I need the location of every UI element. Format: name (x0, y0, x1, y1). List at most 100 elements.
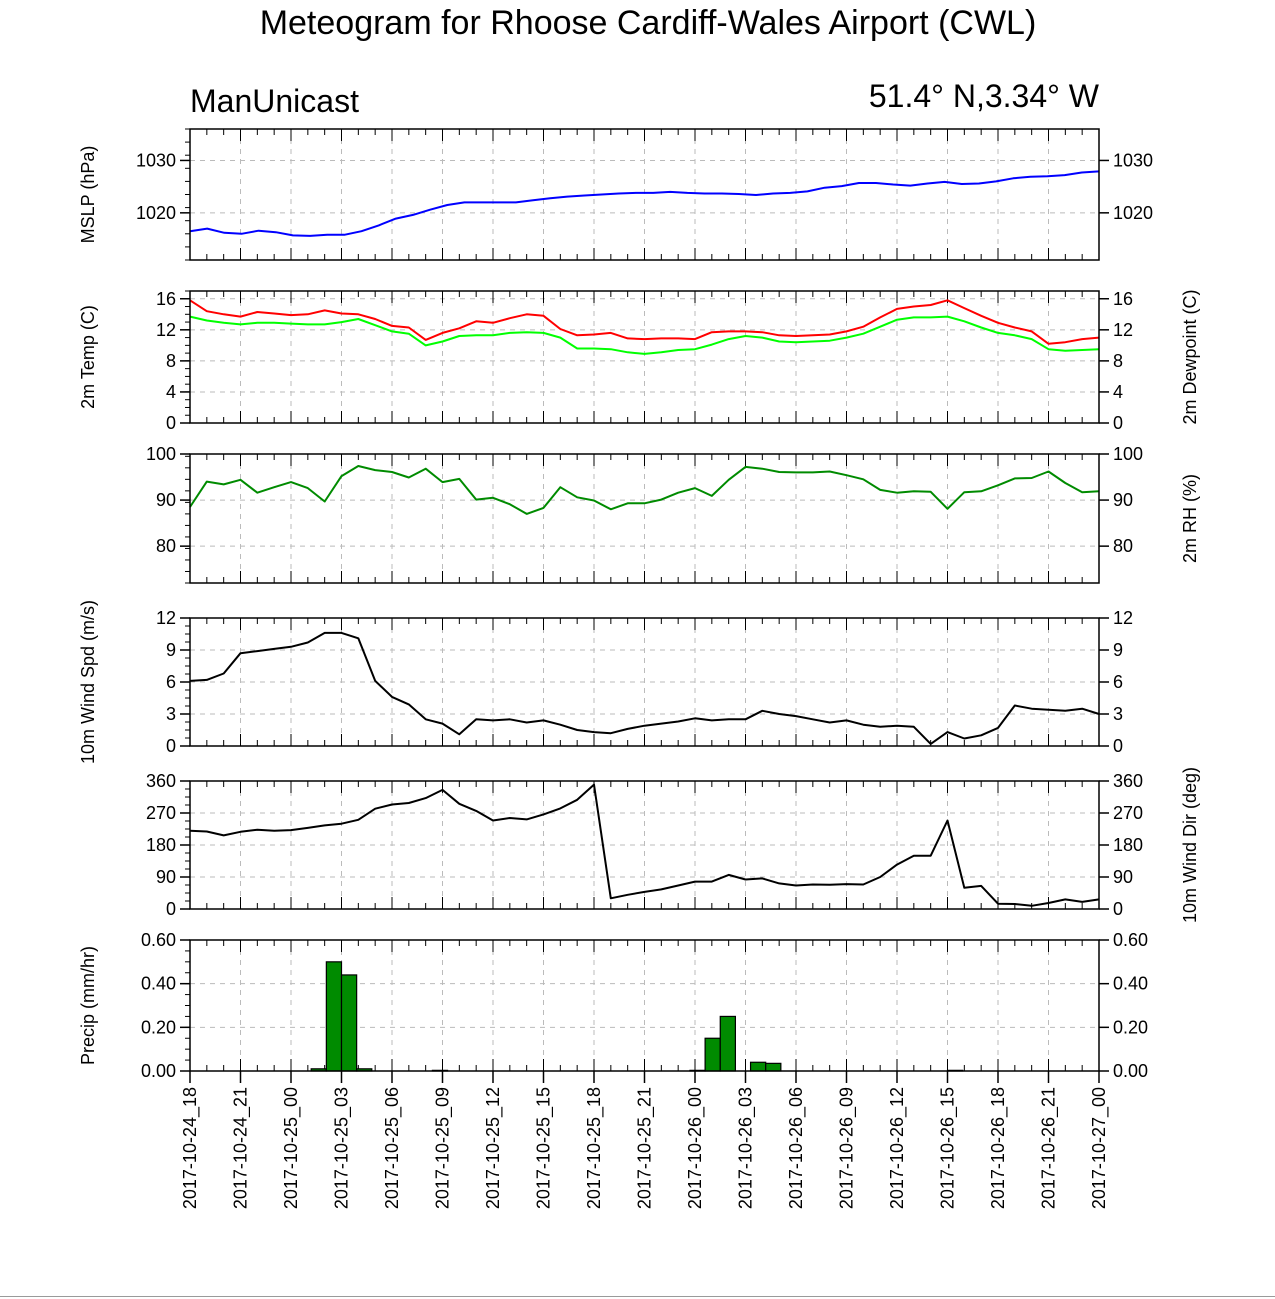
panel-frame (189, 780, 1100, 910)
panel-2: 0 0 4 4 8 8 12 12 16 16 2m Temp (C) 2m Dewpoint (C) (78, 289, 1200, 433)
precip-bar (340, 974, 358, 1072)
panel-frame (189, 617, 1100, 747)
y-tick-label-right: 180 (1113, 835, 1143, 855)
series-line-1 (189, 783, 1100, 907)
y-tick-label-left: 3 (166, 704, 176, 724)
bottom-rule (0, 1296, 1275, 1297)
y-tick-label-left: 8 (166, 351, 176, 371)
x-tick-label: 2017-10-25_00 (281, 1087, 302, 1209)
y-tick-label-left: 1030 (136, 150, 176, 170)
y-tick-label-left: 0.60 (141, 930, 176, 950)
precip-bar (719, 1015, 736, 1072)
y-tick-label-right: 8 (1113, 351, 1123, 371)
y-tick-label-right: 12 (1113, 320, 1133, 340)
x-tick-label: 2017-10-25_03 (332, 1087, 353, 1209)
y-tick-label-left: 80 (156, 536, 176, 556)
y-tick-label-right: 0 (1113, 413, 1123, 433)
y-axis-label-left: 2m Temp (C) (78, 305, 98, 409)
y-tick-label-left: 4 (166, 382, 176, 402)
panel-6: 0.00 0.00 0.20 0.20 0.40 0.40 0.60 0.60 Precip (… (78, 930, 1148, 1081)
y-tick-label-left: 12 (156, 320, 176, 340)
y-tick-label-right: 6 (1113, 672, 1123, 692)
y-tick-label-right: 1030 (1113, 150, 1153, 170)
y-tick-label-left: 100 (146, 444, 176, 464)
precip-bar (749, 1061, 767, 1072)
y-tick-label-right: 0.20 (1113, 1017, 1148, 1037)
y-tick-label-left: 0.00 (141, 1061, 176, 1081)
y-tick-label-left: 0 (166, 899, 176, 919)
series-line-1 (189, 465, 1100, 515)
x-tick-label: 2017-10-26_09 (837, 1087, 858, 1209)
location-label: 51.4° N,3.34° W (869, 78, 1100, 114)
series-line-2 (189, 315, 1100, 355)
y-tick-label-right: 90 (1113, 490, 1133, 510)
y-tick-label-left: 9 (166, 640, 176, 660)
y-axis-label-left: MSLP (hPa) (78, 146, 98, 244)
time-axis: 2017-10-24_18 2017-10-24_21 2017-10-25_00 2… (180, 1071, 1110, 1209)
x-tick-label: 2017-10-26_00 (685, 1087, 706, 1209)
x-tick-label: 2017-10-26_18 (988, 1087, 1009, 1209)
y-axis-label-right: 2m RH (%) (1180, 474, 1200, 563)
panel-3: 80 80 90 90 100 100 2m RH (%) (146, 444, 1200, 584)
panel-1: 1020 1020 1030 1030 MSLP (hPa) (78, 128, 1153, 261)
y-tick-label-left: 0.20 (141, 1017, 176, 1037)
y-tick-label-right: 90 (1113, 867, 1133, 887)
model-label: ManUnicast (190, 83, 359, 119)
series-line-1 (189, 170, 1100, 237)
panel-frame (189, 453, 1100, 584)
y-tick-label-left: 1020 (136, 203, 176, 223)
x-tick-label: 2017-10-25_12 (483, 1087, 504, 1209)
x-tick-label: 2017-10-24_18 (180, 1087, 201, 1209)
y-tick-label-left: 180 (146, 835, 176, 855)
x-tick-label: 2017-10-26_15 (938, 1087, 959, 1209)
panels: 1020 1020 1030 1030 MSLP (hPa) 0 0 4 4 8 8 12 12 16 16… (78, 128, 1200, 1081)
x-tick-label: 2017-10-26_03 (736, 1087, 757, 1209)
chart-title: Meteogram for Rhoose Cardiff-Wales Airpo… (260, 4, 1037, 42)
x-tick-label: 2017-10-25_15 (534, 1087, 555, 1209)
x-tick-label: 2017-10-25_09 (433, 1087, 454, 1209)
x-tick-label: 2017-10-25_06 (382, 1087, 403, 1209)
y-tick-label-right: 9 (1113, 640, 1123, 660)
series-line-1 (189, 631, 1100, 745)
x-tick-label: 2017-10-25_18 (584, 1087, 605, 1209)
precip-bar (325, 961, 343, 1072)
y-tick-label-left: 90 (156, 867, 176, 887)
y-tick-label-right: 80 (1113, 536, 1133, 556)
y-tick-label-right: 0 (1113, 899, 1123, 919)
y-tick-label-right: 100 (1113, 444, 1143, 464)
y-tick-label-left: 0 (166, 413, 176, 433)
y-tick-label-right: 16 (1113, 289, 1133, 309)
y-tick-label-right: 0.60 (1113, 930, 1148, 950)
y-tick-label-left: 0 (166, 736, 176, 756)
x-tick-label: 2017-10-26_21 (1039, 1087, 1060, 1209)
panel-4: 0 0 3 3 6 6 9 9 12 12 10m Wind Spd (m/s) (78, 600, 1133, 764)
panel-frame (189, 290, 1100, 424)
y-tick-label-left: 16 (156, 289, 176, 309)
y-tick-label-right: 360 (1113, 771, 1143, 791)
series-line-1 (189, 299, 1100, 345)
y-tick-label-left: 90 (156, 490, 176, 510)
y-tick-label-right: 270 (1113, 803, 1143, 823)
y-tick-label-left: 12 (156, 608, 176, 628)
y-tick-label-right: 0 (1113, 736, 1123, 756)
y-axis-label-right: 2m Dewpoint (C) (1180, 289, 1200, 424)
x-tick-label: 2017-10-24_21 (231, 1087, 252, 1209)
panel-5: 0 0 90 90 180 180 270 270 360 360 10m Wind Dir (de… (146, 767, 1200, 923)
panel-frame (189, 128, 1100, 261)
y-tick-label-right: 4 (1113, 382, 1123, 402)
y-tick-label-right: 0.40 (1113, 974, 1148, 994)
y-tick-label-right: 12 (1113, 608, 1133, 628)
x-tick-label: 2017-10-25_21 (635, 1087, 656, 1209)
y-tick-label-right: 1020 (1113, 203, 1153, 223)
y-axis-label-left: Precip (mm/hr) (78, 946, 98, 1065)
precip-bar (704, 1037, 721, 1072)
y-axis-label-right: 10m Wind Dir (deg) (1180, 767, 1200, 923)
precip-bar (765, 1062, 782, 1072)
y-axis-label-left: 10m Wind Spd (m/s) (78, 600, 98, 764)
x-tick-label: 2017-10-26_12 (887, 1087, 908, 1209)
y-tick-label-left: 0.40 (141, 974, 176, 994)
y-tick-label-right: 0.00 (1113, 1061, 1148, 1081)
x-tick-label: 2017-10-27_00 (1089, 1087, 1110, 1209)
x-tick-label: 2017-10-26_06 (786, 1087, 807, 1209)
